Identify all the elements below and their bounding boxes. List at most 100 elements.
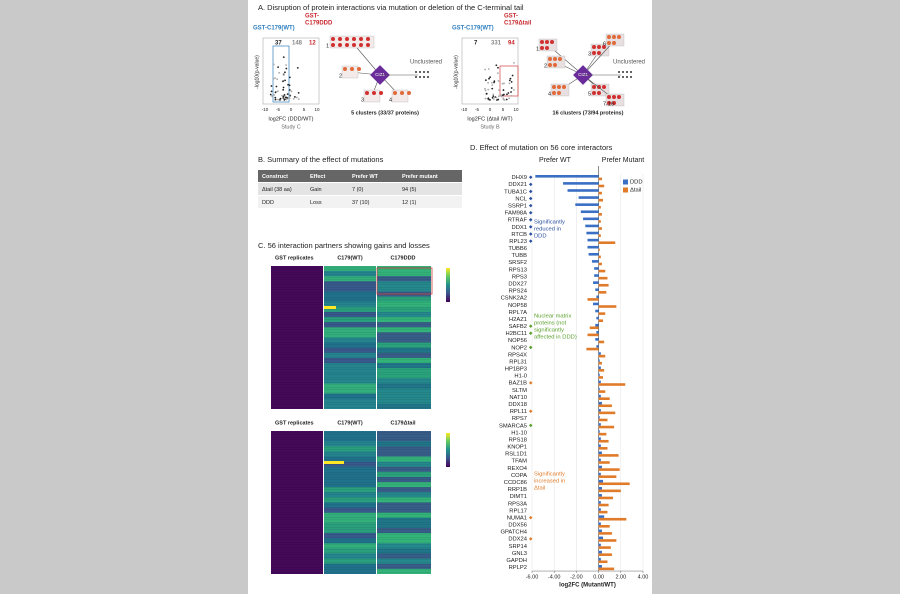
x-tick-label: 10 [513,107,519,112]
volcano-dot [497,98,500,101]
volcano-dot [491,96,494,99]
volcano-dot [282,74,285,76]
x-tick-label: -6.00 [526,574,539,580]
cluster-node [350,67,354,71]
y-tick-label: DDX1 [512,225,527,231]
y-tick-label: GAPDH [506,558,527,564]
volcano-dot [511,74,514,77]
bar [598,418,608,422]
table-cell: 37 (10) [352,200,370,206]
x-axis-label: log2FC (DDD/WT) [269,116,314,122]
unclustered-node [622,76,624,78]
volcano-frame [262,37,320,105]
cluster-node [366,37,370,41]
cluster-node [592,85,596,89]
bar [598,494,602,497]
heatmap-rows [377,266,431,409]
cluster-node [602,85,606,89]
volcano-dot [510,87,513,89]
region-box [272,45,290,103]
marker-diamond [528,324,533,328]
bar [598,291,607,294]
marker-diamond [528,515,533,520]
volcano-dot [487,81,489,84]
bar [598,361,602,365]
volcano-dot [491,84,494,87]
cluster-number: 4 [548,91,551,97]
cluster-node [331,37,335,41]
bar [593,281,599,284]
y-tick-label: NOP58 [508,303,527,309]
color-bar [446,433,450,467]
cluster-node [612,95,616,99]
bar [598,376,604,379]
cluster-number: 6 [603,41,606,47]
y-tick-label: RPS7 [512,416,527,422]
mutant-label: C179Δtail [504,21,532,27]
volcano-dot [287,83,289,86]
bar [596,345,599,348]
x-tick-label: -5 [276,107,280,112]
bar [598,432,607,436]
y-tick-label: SAFB2 [509,324,527,330]
bar [598,557,601,561]
count-label: 12 [309,41,316,47]
bar [598,430,600,433]
table-row-bg [258,183,462,195]
panel-title: D. Effect of mutation on 56 core interac… [470,143,613,152]
cluster-summary: 5 clusters (33/37 proteins) [351,110,419,116]
volcano-dot [493,81,495,84]
bar [598,184,605,188]
cluster-node [352,37,356,41]
bar [598,390,606,393]
region-box [499,65,519,97]
x-tick-label: 0 [290,107,293,112]
y-tick-label: TUBB [512,253,528,259]
bar [598,479,604,483]
cluster-node [545,46,549,50]
y-tick-label: RSL1D1 [505,452,527,458]
bar [598,380,601,384]
cluster-node [553,57,557,61]
table-cell: Gain [310,187,322,193]
mutant-label: GST- [305,14,319,20]
cluster-node [407,91,411,95]
bar [598,359,600,362]
volcano-dot [484,89,487,92]
volcano-dot [297,91,300,94]
volcano-dot [501,94,504,97]
volcano-dot [512,88,515,91]
y-tick-label: KNOP1 [507,445,527,451]
unclustered-node [622,71,624,73]
y-tick-label: RPS3A [508,501,527,507]
volcano-dot [508,79,511,82]
unclustered-node [423,71,425,73]
cluster-node [607,101,611,105]
cluster-node [612,41,616,45]
volcano-dot [288,84,291,87]
cluster-node [557,91,561,95]
bar [598,205,601,209]
volcano-dot [273,94,275,96]
y-tick-label: SMARCA5 [499,423,527,429]
y-tick-label: NAT10 [509,395,527,401]
volcano-dot [508,97,510,100]
y-tick-label: SRSF2 [508,260,527,266]
annotation: significantly [534,328,564,334]
y-tick-label: NOP2 [511,345,527,351]
bar [598,539,617,542]
bar [598,369,605,372]
bar [598,234,601,237]
volcano-dot [269,93,272,96]
bar [598,522,601,526]
volcano-dot [288,89,291,91]
volcano-dot [277,90,279,93]
bar [598,482,630,486]
table-header: Effect [310,174,325,180]
annotation: Significantly [534,220,565,226]
bar [598,352,601,355]
cluster-node [597,51,601,55]
unclustered-node [427,76,429,78]
cluster-node [400,91,404,95]
